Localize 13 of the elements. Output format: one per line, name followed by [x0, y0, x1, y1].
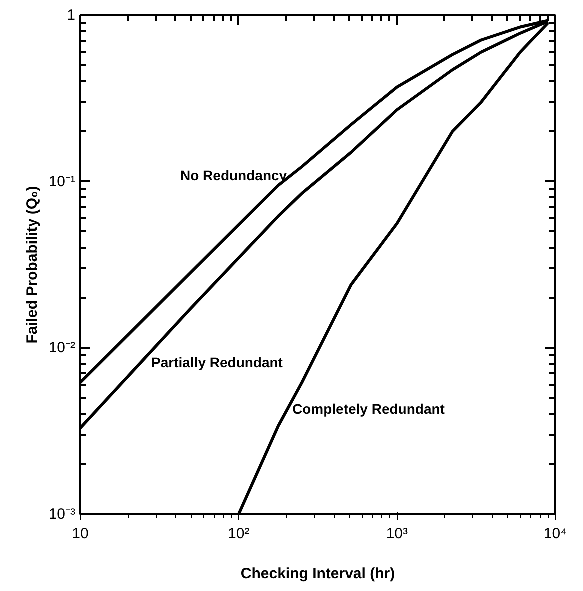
- x-tick-label: 10²: [228, 526, 250, 542]
- x-tick-label: 10³: [386, 526, 408, 542]
- series-label: Partially Redundant: [152, 354, 284, 370]
- y-tick-label: 10⁻³: [48, 506, 76, 523]
- y-axis-title: Failed Probability (Q₀): [24, 186, 41, 344]
- y-tick-label: 10⁻²: [48, 340, 76, 357]
- x-tick-label: 10: [72, 526, 89, 542]
- y-tick-label: 1: [67, 7, 76, 24]
- x-tick-label: 10⁴: [544, 526, 568, 542]
- series-label: Completely Redundant: [292, 401, 446, 418]
- x-axis-title: Checking Interval (hr): [240, 566, 396, 582]
- series-label: No Redundancy: [180, 168, 288, 184]
- y-tick-label: 10⁻¹: [48, 173, 76, 190]
